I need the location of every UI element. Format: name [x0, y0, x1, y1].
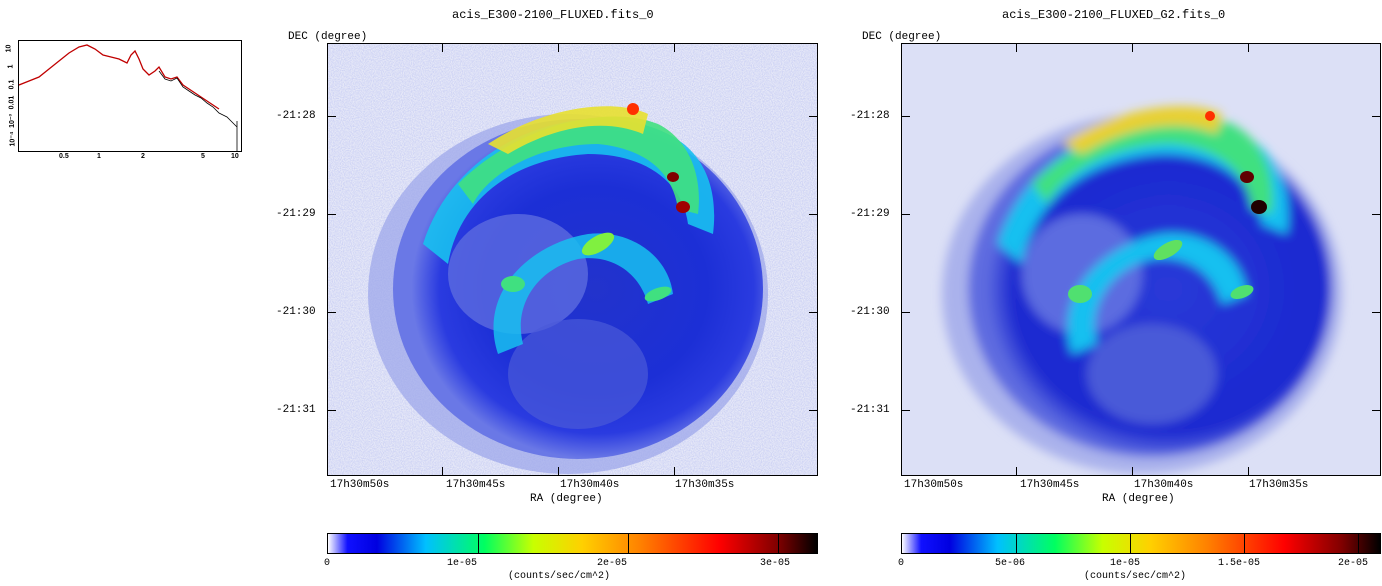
tick [558, 467, 559, 475]
spectrum-plot [18, 44, 238, 151]
tick [1372, 116, 1380, 117]
dec-tick-label: -21:28 [276, 110, 316, 122]
ra-tick-label: 17h30m40s [560, 479, 620, 491]
colorbar-tick [478, 534, 479, 553]
tick [328, 116, 336, 117]
colorbar-tick [1130, 534, 1131, 553]
tick [1372, 410, 1380, 411]
ra-tick-label: 17h30m45s [446, 479, 506, 491]
panel-2-dec-label: DEC (degree) [862, 31, 942, 43]
tick [902, 116, 910, 117]
colorbar-tick-label: 0 [898, 558, 905, 569]
tick [809, 116, 817, 117]
ra-tick-label: 17h30m35s [675, 479, 735, 491]
tick [1372, 312, 1380, 313]
colorbar-gradient [328, 534, 817, 553]
tick [1016, 467, 1017, 475]
colorbar-tick-label: 1.5e-05 [1218, 558, 1261, 569]
supernova-remnant-image [328, 44, 817, 475]
dec-tick-label: -21:30 [276, 306, 316, 318]
x-tick-label: 0.5 [59, 153, 69, 160]
ra-tick-label: 17h30m50s [904, 479, 964, 491]
panel-1-title: acis_E300-2100_FLUXED.fits_0 [452, 8, 654, 22]
dec-tick-label: -21:30 [850, 306, 890, 318]
y-tick-label: 10 [5, 44, 13, 53]
tick [1132, 44, 1133, 52]
dec-tick-label: -21:31 [276, 404, 316, 416]
tick [902, 214, 910, 215]
x-tick-label: 1 [97, 153, 101, 160]
x-tick-label: 5 [201, 153, 205, 160]
ra-tick-label: 17h30m50s [330, 479, 390, 491]
tick [674, 467, 675, 475]
tick [902, 312, 910, 313]
tick [558, 44, 559, 52]
tick [902, 410, 910, 411]
dec-tick-label: -21:31 [850, 404, 890, 416]
colorbar-tick [628, 534, 629, 553]
tick [809, 214, 817, 215]
colorbar-tick-label: 2e-05 [597, 558, 628, 569]
y-tick-label: 1 [7, 64, 15, 69]
panel-2-image[interactable] [901, 43, 1381, 476]
ra-tick-label: 17h30m35s [1249, 479, 1309, 491]
tick [328, 214, 336, 215]
tick [442, 467, 443, 475]
colorbar-tick [1016, 534, 1017, 553]
tick [328, 410, 336, 411]
y-tick-label: 10⁻⁴ [9, 131, 17, 147]
ra-tick-label: 17h30m40s [1134, 479, 1194, 491]
tick [328, 312, 336, 313]
panel-1-ra-label: RA (degree) [530, 493, 603, 505]
y-tick-label: 10⁻³ [8, 114, 16, 128]
colorbar-tick [778, 534, 779, 553]
tick [1016, 44, 1017, 52]
colorbar-tick-label: 1e-05 [447, 558, 478, 569]
tick [1248, 467, 1249, 475]
panel-2-colorbar[interactable] [901, 533, 1381, 554]
tick [1372, 214, 1380, 215]
panel-1-image[interactable] [327, 43, 818, 476]
colorbar-tick [1358, 534, 1359, 553]
y-tick-label: 0.1 [8, 79, 16, 90]
panel-2-title: acis_E300-2100_FLUXED_G2.fits_0 [1002, 8, 1226, 22]
spectrum-thumbnail[interactable]: 10 1 0.1 0.01 10⁻³ 10⁻⁴ 0.5 1 2 5 10 [5, 40, 242, 160]
colorbar-tick [1244, 534, 1245, 553]
y-tick-label: 0.01 [8, 95, 16, 110]
dec-tick-label: -21:29 [276, 208, 316, 220]
tick [1248, 44, 1249, 52]
tick [442, 44, 443, 52]
smoothed-remnant-image [902, 44, 1380, 475]
dec-tick-label: -21:28 [850, 110, 890, 122]
data-curve [158, 70, 238, 128]
colorbar-unit: (counts/sec/cm^2) [508, 571, 611, 582]
colorbar-tick-label: 2e-05 [1338, 558, 1369, 569]
tick [809, 312, 817, 313]
ra-tick-label: 17h30m45s [1020, 479, 1080, 491]
tick [674, 44, 675, 52]
panel-1-colorbar[interactable] [327, 533, 818, 554]
model-curve [18, 44, 220, 110]
colorbar-gradient [902, 534, 1380, 553]
panel-1-dec-label: DEC (degree) [288, 31, 368, 43]
tick [809, 410, 817, 411]
colorbar-tick-label: 3e-05 [760, 558, 791, 569]
colorbar-unit: (counts/sec/cm^2) [1084, 571, 1187, 582]
colorbar-tick-label: 0 [324, 558, 331, 569]
x-tick-label: 10 [231, 153, 239, 160]
dec-tick-label: -21:29 [850, 208, 890, 220]
colorbar-tick-label: 1e-05 [1110, 558, 1141, 569]
colorbar-tick-label: 5e-06 [995, 558, 1026, 569]
x-tick-label: 2 [141, 153, 145, 160]
tick [1132, 467, 1133, 475]
panel-2-ra-label: RA (degree) [1102, 493, 1175, 505]
